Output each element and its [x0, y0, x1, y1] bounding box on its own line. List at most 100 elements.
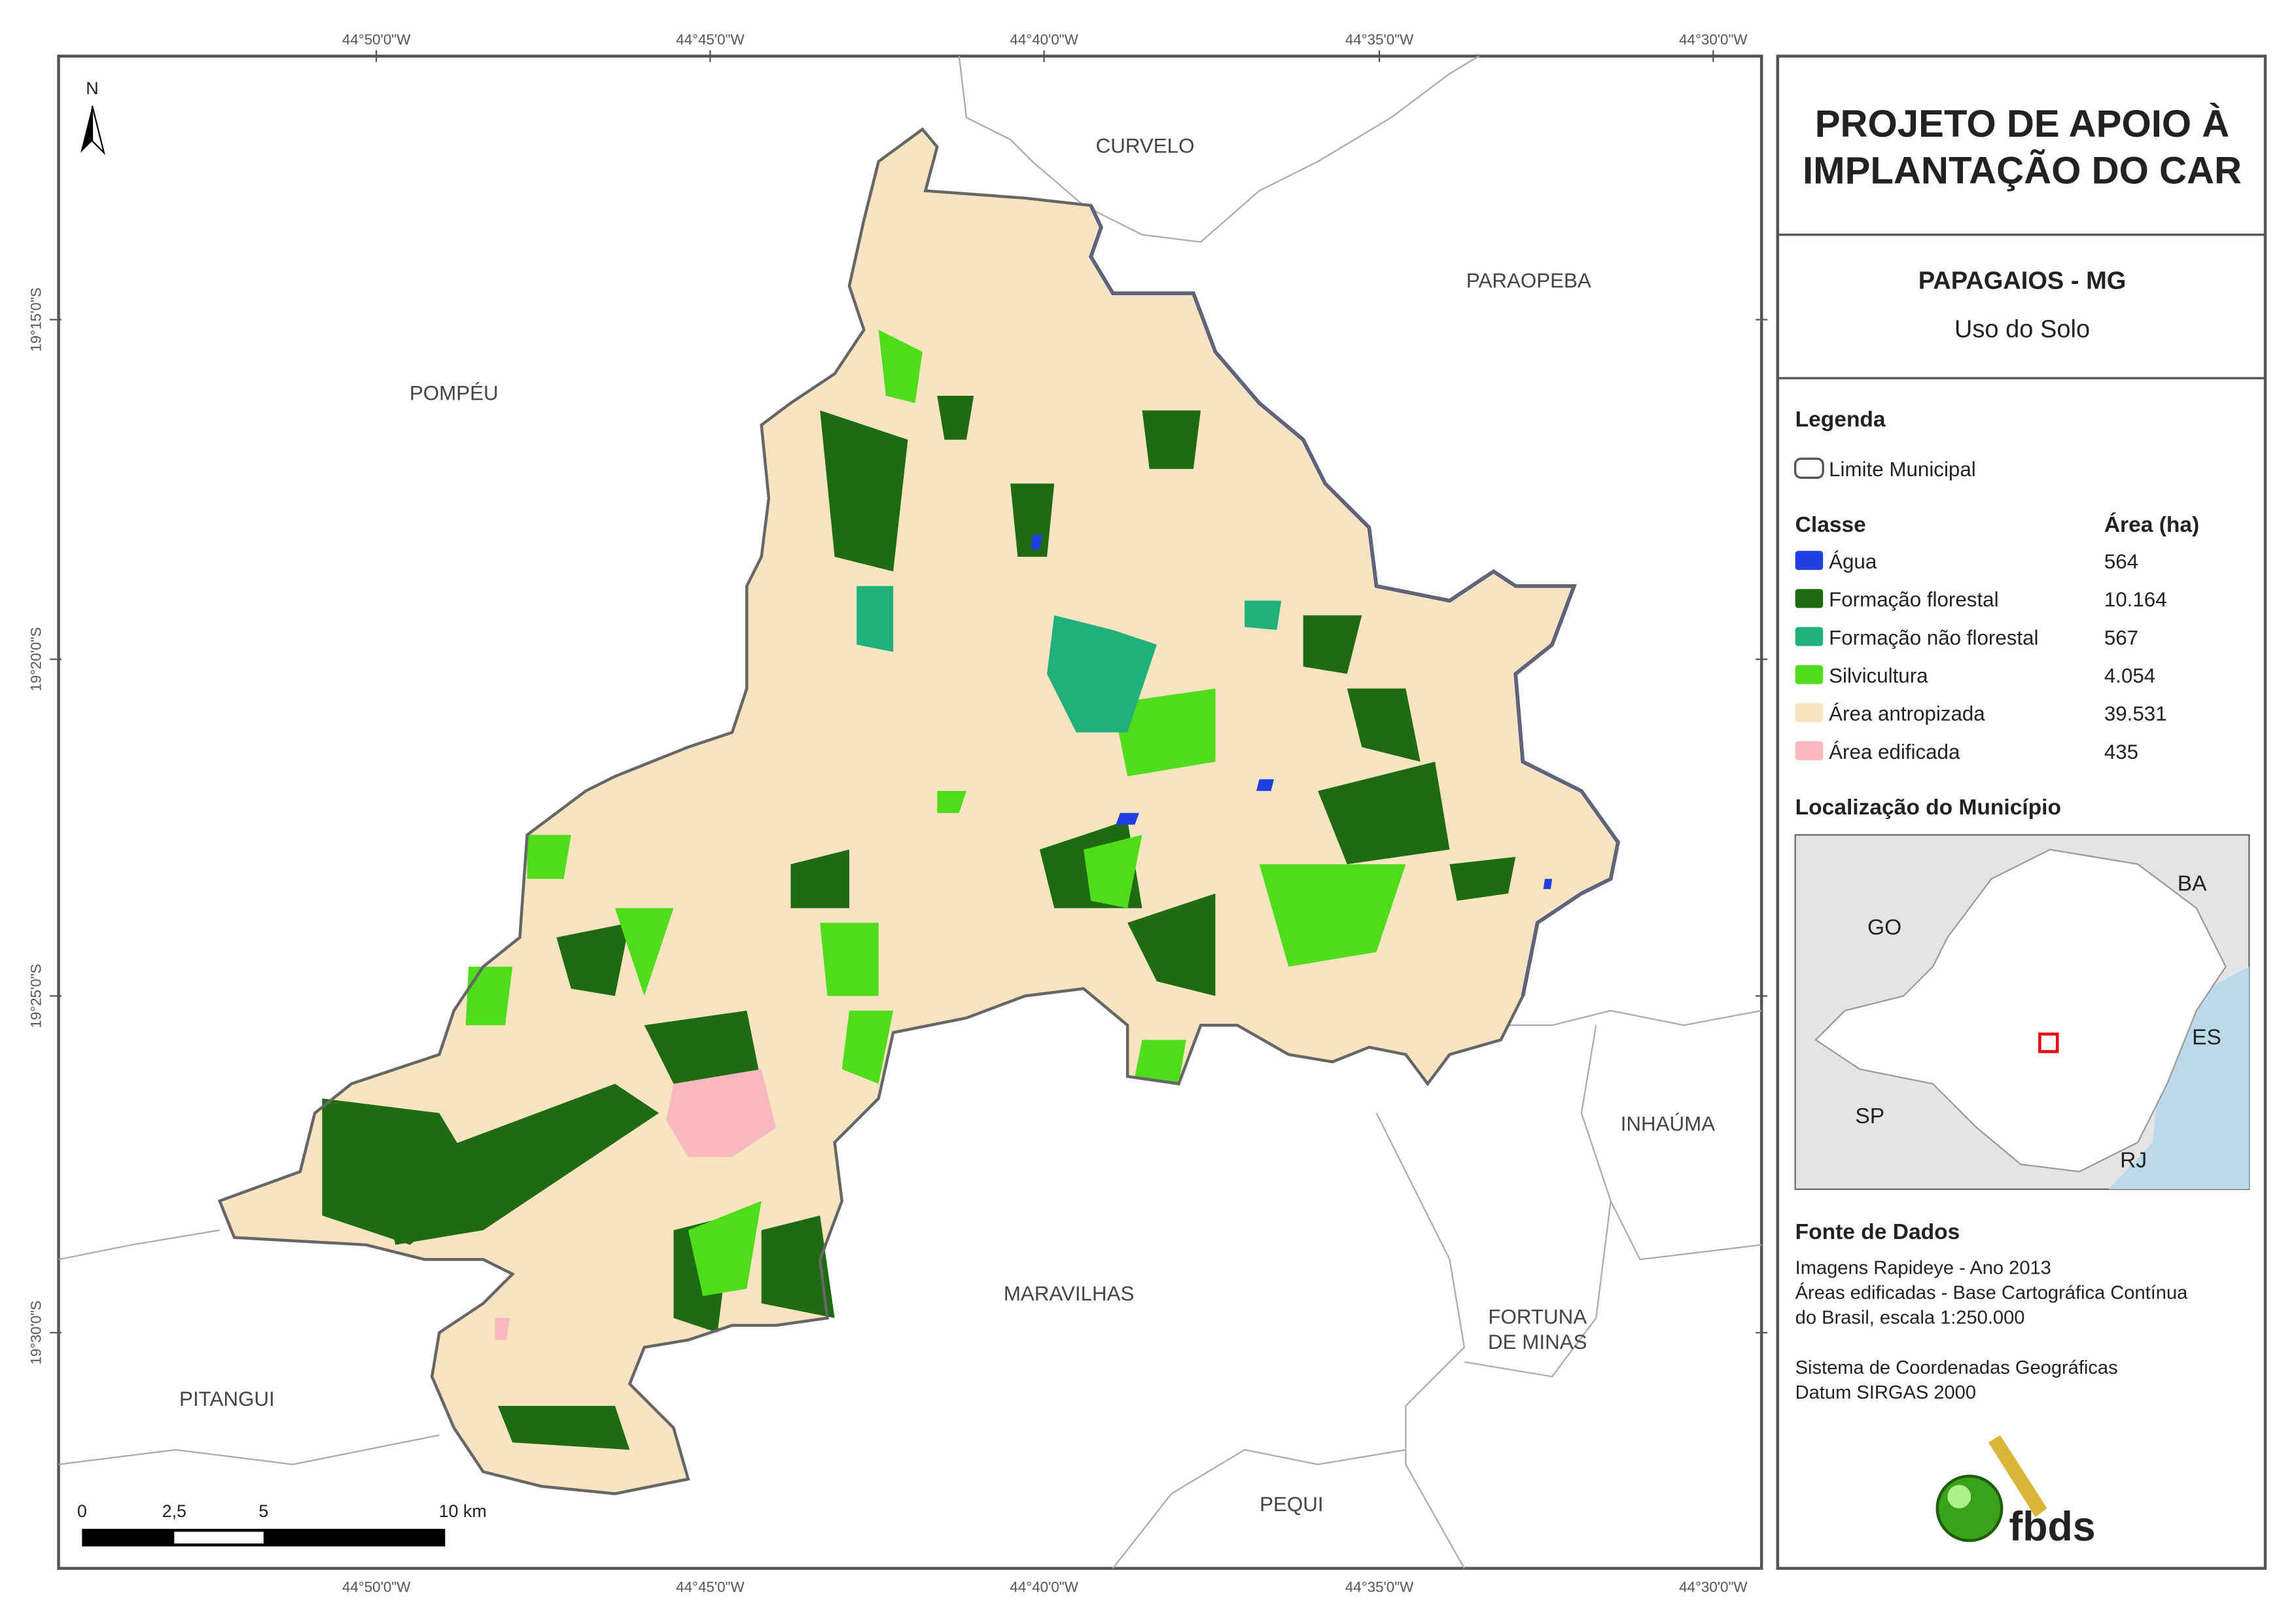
legend-swatch: [1795, 627, 1824, 646]
land-use-patch: [497, 1406, 630, 1450]
inset-map: [1794, 834, 2250, 1190]
scale-label: 2,5: [162, 1501, 186, 1521]
state-label: GO: [1867, 915, 1901, 939]
place-label: POMPÉU: [410, 382, 499, 405]
longitude-label: 44°45'0"W: [676, 31, 745, 48]
land-use-patch: [1010, 483, 1055, 557]
boundary-line: [958, 55, 1479, 243]
place-label: CURVELO: [1096, 134, 1195, 157]
land-use-patch: [820, 922, 879, 996]
land-use-patch: [666, 1069, 777, 1157]
land-use-patch: [1347, 688, 1421, 762]
logo: fbds: [1935, 1435, 2096, 1550]
legend-area: 10.164: [2104, 588, 2167, 611]
area-header: Área (ha): [2104, 512, 2199, 537]
legend-title: Legenda: [1795, 408, 1886, 432]
legend-label: Água: [1829, 550, 1877, 573]
state-label: SP: [1855, 1104, 1884, 1128]
legend-swatch: [1795, 703, 1824, 722]
legend-swatch: [1795, 741, 1824, 761]
boundary-line: [1112, 1449, 1406, 1569]
land-use-patch: [1112, 688, 1216, 777]
land-use-patch: [1256, 779, 1274, 792]
legend-label: Área edificada: [1829, 741, 1960, 763]
longitude-label: 44°35'0"W: [1345, 1579, 1414, 1595]
land-use-patch: [1543, 879, 1553, 890]
legend-area: 4.054: [2104, 665, 2155, 688]
logo-circle: [1935, 1475, 2004, 1543]
state-labels: GO BA ES SP RJ: [1855, 871, 2221, 1172]
land-use-patch: [1259, 864, 1406, 967]
latitude-label: 19°15'0"S: [28, 287, 44, 351]
state-label: BA: [2178, 871, 2207, 896]
sources: Imagens Rapideye - Ano 2013 Áreas edifica…: [1795, 1258, 2188, 1403]
longitude-label: 44°30'0"W: [1679, 31, 1748, 48]
neighbor-boundaries: [58, 55, 1762, 1569]
location-title: Localização do Município: [1795, 795, 2061, 820]
municipality: [217, 127, 1620, 1495]
boundary-swatch: [1793, 457, 1824, 479]
scale-label: 0: [77, 1501, 87, 1521]
land-use-patch: [465, 966, 513, 1026]
land-use-patch: [937, 791, 967, 813]
title-line: PROJETO DE APOIO À: [1815, 103, 2230, 145]
land-use-patch: [820, 410, 908, 572]
land-use-patch: [1135, 1039, 1186, 1084]
class-header: Classe: [1795, 513, 1866, 537]
longitude-label: 44°45'0"W: [676, 1579, 745, 1595]
sources-title: Fonte de Dados: [1795, 1220, 1960, 1244]
source-line: Áreas edificadas - Base Cartográfica Con…: [1795, 1282, 2188, 1304]
legend-area: 564: [2104, 550, 2138, 573]
land-use-patch: [1127, 893, 1216, 996]
legend-label: Formação não florestal: [1829, 626, 2038, 649]
boundary-line: [58, 1229, 220, 1261]
land-use-patch: [614, 908, 674, 996]
logo-bar: [1988, 1435, 2047, 1518]
state-shape: [1814, 848, 2227, 1173]
longitude-label: 44°50'0"W: [342, 31, 411, 48]
boundary-line: [1375, 1113, 1466, 1569]
state-label: ES: [2192, 1025, 2221, 1049]
scale-label: 5: [258, 1501, 268, 1521]
place-label: INHAÚMA: [1621, 1112, 1716, 1135]
state-label: RJ: [2120, 1148, 2147, 1172]
latitude-label: 19°25'0"S: [28, 964, 44, 1028]
land-use-patch: [644, 1010, 762, 1084]
land-use-patch: [1318, 761, 1450, 865]
land-use-patch: [1116, 812, 1140, 825]
land-use-patch: [841, 1010, 894, 1084]
land-use-patch: [688, 1200, 762, 1297]
source-line: do Brasil, escala 1:250.000: [1795, 1308, 2025, 1329]
place-labels: CURVELO PARAOPEBA POMPÉU INHAÚMA MARAVILHAS F…: [179, 134, 1715, 1516]
legend-swatch: [1795, 589, 1824, 608]
legend-label: Formação florestal: [1829, 588, 1998, 611]
place-label: DE MINAS: [1488, 1331, 1587, 1353]
legend-area: 39.531: [2104, 703, 2167, 725]
ocean: [2108, 966, 2250, 1189]
legend-swatch: [1795, 551, 1824, 570]
scale-label: 10 km: [439, 1501, 487, 1521]
boundary-line: [1508, 1009, 1762, 1026]
land-use-patch: [878, 330, 923, 404]
land-use-patch: [527, 835, 571, 879]
subtitle: Uso do Solo: [1954, 315, 2090, 343]
land-use-patch: [790, 849, 849, 909]
land-use-patch: [1031, 534, 1043, 550]
legend-area: 435: [2104, 741, 2138, 763]
side-panel: [1776, 54, 2267, 1570]
longitude-label: 44°40'0"W: [1010, 1579, 1078, 1595]
land-use-patch: [1084, 835, 1142, 909]
longitude-label: 44°40'0"W: [1010, 31, 1078, 48]
title-line: IMPLANTAÇÃO DO CAR: [1803, 149, 2242, 192]
land-use-patch: [1449, 856, 1516, 901]
longitude-label: 44°50'0"W: [342, 1579, 411, 1595]
arrow-half: [91, 105, 105, 156]
land-use-patch: [1142, 410, 1201, 469]
land-use-patch: [761, 1215, 835, 1318]
legend-label: Área antropizada: [1829, 703, 1985, 725]
scale-segment: [82, 1529, 446, 1546]
land-use-patch: [556, 922, 630, 996]
graticule-labels: 44°50'0"W 44°50'0"W 44°45'0"W 44°45'0"W 44°4…: [28, 31, 1768, 1595]
municipality-name: PAPAGAIOS - MG: [1918, 268, 2127, 295]
